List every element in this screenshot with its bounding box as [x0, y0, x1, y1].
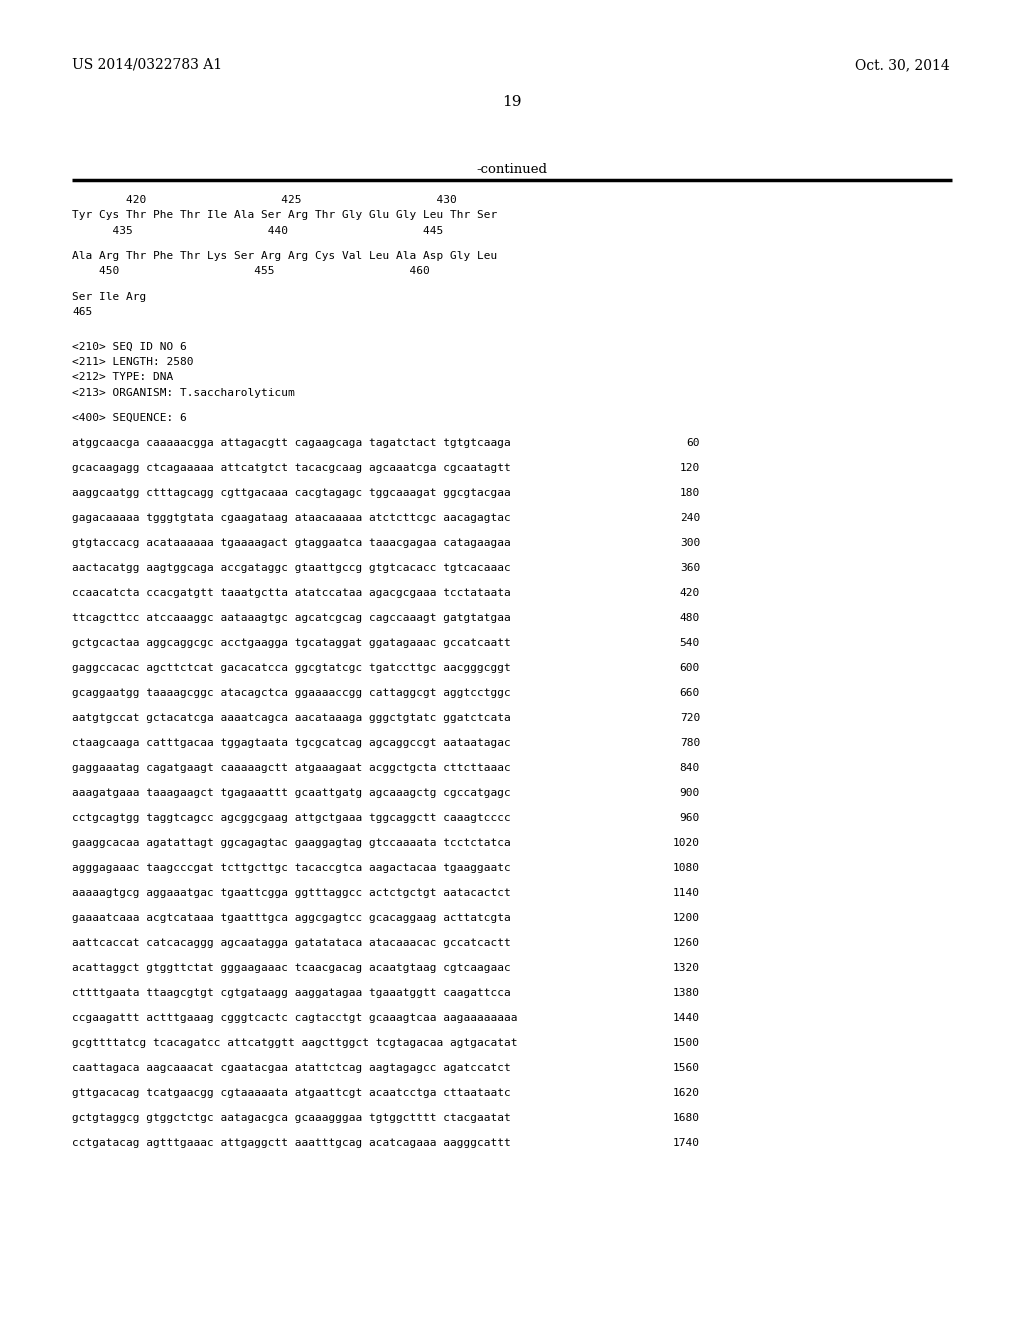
- Text: 900: 900: [680, 788, 700, 799]
- Text: cttttgaata ttaagcgtgt cgtgataagg aaggatagaa tgaaatggtt caagattcca: cttttgaata ttaagcgtgt cgtgataagg aaggata…: [72, 987, 511, 998]
- Text: 600: 600: [680, 663, 700, 673]
- Text: <213> ORGANISM: T.saccharolyticum: <213> ORGANISM: T.saccharolyticum: [72, 388, 295, 399]
- Text: <211> LENGTH: 2580: <211> LENGTH: 2580: [72, 356, 194, 367]
- Text: aaagatgaaa taaagaagct tgagaaattt gcaattgatg agcaaagctg cgccatgagc: aaagatgaaa taaagaagct tgagaaattt gcaattg…: [72, 788, 511, 799]
- Text: ccgaagattt actttgaaag cgggtcactc cagtacctgt gcaaagtcaa aagaaaaaaaa: ccgaagattt actttgaaag cgggtcactc cagtacc…: [72, 1012, 517, 1023]
- Text: Ala Arg Thr Phe Thr Lys Ser Arg Arg Cys Val Leu Ala Asp Gly Leu: Ala Arg Thr Phe Thr Lys Ser Arg Arg Cys …: [72, 251, 498, 261]
- Text: US 2014/0322783 A1: US 2014/0322783 A1: [72, 58, 222, 73]
- Text: gcgttttatcg tcacagatcc attcatggtt aagcttggct tcgtagacaa agtgacatat: gcgttttatcg tcacagatcc attcatggtt aagctt…: [72, 1038, 517, 1048]
- Text: Oct. 30, 2014: Oct. 30, 2014: [855, 58, 950, 73]
- Text: 1680: 1680: [673, 1113, 700, 1123]
- Text: cctgcagtgg taggtcagcc agcggcgaag attgctgaaa tggcaggctt caaagtcccc: cctgcagtgg taggtcagcc agcggcgaag attgctg…: [72, 813, 511, 822]
- Text: 660: 660: [680, 688, 700, 698]
- Text: gttgacacag tcatgaacgg cgtaaaaata atgaattcgt acaatcctga cttaataatc: gttgacacag tcatgaacgg cgtaaaaata atgaatt…: [72, 1088, 511, 1098]
- Text: 960: 960: [680, 813, 700, 822]
- Text: 420: 420: [680, 587, 700, 598]
- Text: 1140: 1140: [673, 888, 700, 898]
- Text: aattcaccat catcacaggg agcaatagga gatatataca atacaaacac gccatcactt: aattcaccat catcacaggg agcaatagga gatatat…: [72, 939, 511, 948]
- Text: 780: 780: [680, 738, 700, 748]
- Text: 840: 840: [680, 763, 700, 774]
- Text: ttcagcttcc atccaaaggc aataaagtgc agcatcgcag cagccaaagt gatgtatgaa: ttcagcttcc atccaaaggc aataaagtgc agcatcg…: [72, 612, 511, 623]
- Text: 1380: 1380: [673, 987, 700, 998]
- Text: cctgatacag agtttgaaac attgaggctt aaatttgcag acatcagaaa aagggcattt: cctgatacag agtttgaaac attgaggctt aaatttg…: [72, 1138, 511, 1148]
- Text: 1320: 1320: [673, 964, 700, 973]
- Text: 1200: 1200: [673, 913, 700, 923]
- Text: Tyr Cys Thr Phe Thr Ile Ala Ser Arg Thr Gly Glu Gly Leu Thr Ser: Tyr Cys Thr Phe Thr Ile Ala Ser Arg Thr …: [72, 210, 498, 220]
- Text: gcaggaatgg taaaagcggc atacagctca ggaaaaccgg cattaggcgt aggtcctggc: gcaggaatgg taaaagcggc atacagctca ggaaaac…: [72, 688, 511, 698]
- Text: 120: 120: [680, 463, 700, 473]
- Text: agggagaaac taagcccgat tcttgcttgc tacaccgtca aagactacaa tgaaggaatc: agggagaaac taagcccgat tcttgcttgc tacaccg…: [72, 863, 511, 873]
- Text: 540: 540: [680, 638, 700, 648]
- Text: aaaaagtgcg aggaaatgac tgaattcgga ggtttaggcc actctgctgt aatacactct: aaaaagtgcg aggaaatgac tgaattcgga ggtttag…: [72, 888, 511, 898]
- Text: <400> SEQUENCE: 6: <400> SEQUENCE: 6: [72, 413, 186, 422]
- Text: 435                    440                    445: 435 440 445: [72, 226, 443, 236]
- Text: gagacaaaaa tgggtgtata cgaagataag ataacaaaaa atctcttcgc aacagagtac: gagacaaaaa tgggtgtata cgaagataag ataacaa…: [72, 513, 511, 523]
- Text: ctaagcaaga catttgacaa tggagtaata tgcgcatcag agcaggccgt aataatagac: ctaagcaaga catttgacaa tggagtaata tgcgcat…: [72, 738, 511, 748]
- Text: 1620: 1620: [673, 1088, 700, 1098]
- Text: 1500: 1500: [673, 1038, 700, 1048]
- Text: 1560: 1560: [673, 1063, 700, 1073]
- Text: aaggcaatgg ctttagcagg cgttgacaaa cacgtagagc tggcaaagat ggcgtacgaa: aaggcaatgg ctttagcagg cgttgacaaa cacgtag…: [72, 488, 511, 498]
- Text: gaaaatcaaa acgtcataaa tgaatttgca aggcgagtcc gcacaggaag acttatcgta: gaaaatcaaa acgtcataaa tgaatttgca aggcgag…: [72, 913, 511, 923]
- Text: Ser Ile Arg: Ser Ile Arg: [72, 292, 146, 301]
- Text: 480: 480: [680, 612, 700, 623]
- Text: gaggaaatag cagatgaagt caaaaagctt atgaaagaat acggctgcta cttcttaaac: gaggaaatag cagatgaagt caaaaagctt atgaaag…: [72, 763, 511, 774]
- Text: 1260: 1260: [673, 939, 700, 948]
- Text: 1440: 1440: [673, 1012, 700, 1023]
- Text: 19: 19: [502, 95, 522, 110]
- Text: 180: 180: [680, 488, 700, 498]
- Text: 300: 300: [680, 539, 700, 548]
- Text: 420                    425                    430: 420 425 430: [72, 195, 457, 205]
- Text: 1740: 1740: [673, 1138, 700, 1148]
- Text: 720: 720: [680, 713, 700, 723]
- Text: -continued: -continued: [476, 162, 548, 176]
- Text: ccaacatcta ccacgatgtt taaatgctta atatccataa agacgcgaaa tcctataata: ccaacatcta ccacgatgtt taaatgctta atatcca…: [72, 587, 511, 598]
- Text: 360: 360: [680, 564, 700, 573]
- Text: aactacatgg aagtggcaga accgataggc gtaattgccg gtgtcacacc tgtcacaaac: aactacatgg aagtggcaga accgataggc gtaattg…: [72, 564, 511, 573]
- Text: 1080: 1080: [673, 863, 700, 873]
- Text: gtgtaccacg acataaaaaa tgaaaagact gtaggaatca taaacgagaa catagaagaa: gtgtaccacg acataaaaaa tgaaaagact gtaggaa…: [72, 539, 511, 548]
- Text: <212> TYPE: DNA: <212> TYPE: DNA: [72, 372, 173, 383]
- Text: <210> SEQ ID NO 6: <210> SEQ ID NO 6: [72, 342, 186, 351]
- Text: caattagaca aagcaaacat cgaatacgaa atattctcag aagtagagcc agatccatct: caattagaca aagcaaacat cgaatacgaa atattct…: [72, 1063, 511, 1073]
- Text: 450                    455                    460: 450 455 460: [72, 267, 430, 276]
- Text: gcacaagagg ctcagaaaaa attcatgtct tacacgcaag agcaaatcga cgcaatagtt: gcacaagagg ctcagaaaaa attcatgtct tacacgc…: [72, 463, 511, 473]
- Text: 60: 60: [686, 438, 700, 447]
- Text: 465: 465: [72, 308, 92, 317]
- Text: aatgtgccat gctacatcga aaaatcagca aacataaaga gggctgtatc ggatctcata: aatgtgccat gctacatcga aaaatcagca aacataa…: [72, 713, 511, 723]
- Text: 240: 240: [680, 513, 700, 523]
- Text: gaaggcacaa agatattagt ggcagagtac gaaggagtag gtccaaaata tcctctatca: gaaggcacaa agatattagt ggcagagtac gaaggag…: [72, 838, 511, 847]
- Text: gaggccacac agcttctcat gacacatcca ggcgtatcgc tgatccttgc aacgggcggt: gaggccacac agcttctcat gacacatcca ggcgtat…: [72, 663, 511, 673]
- Text: gctgcactaa aggcaggcgc acctgaagga tgcataggat ggatagaaac gccatcaatt: gctgcactaa aggcaggcgc acctgaagga tgcatag…: [72, 638, 511, 648]
- Text: acattaggct gtggttctat gggaagaaac tcaacgacag acaatgtaag cgtcaagaac: acattaggct gtggttctat gggaagaaac tcaacga…: [72, 964, 511, 973]
- Text: 1020: 1020: [673, 838, 700, 847]
- Text: gctgtaggcg gtggctctgc aatagacgca gcaaagggaa tgtggctttt ctacgaatat: gctgtaggcg gtggctctgc aatagacgca gcaaagg…: [72, 1113, 511, 1123]
- Text: atggcaacga caaaaacgga attagacgtt cagaagcaga tagatctact tgtgtcaaga: atggcaacga caaaaacgga attagacgtt cagaagc…: [72, 438, 511, 447]
